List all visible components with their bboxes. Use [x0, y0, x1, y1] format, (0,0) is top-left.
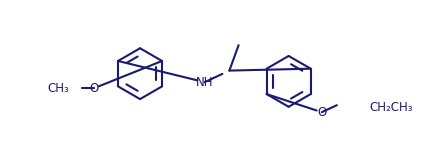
Text: CH₃: CH₃: [47, 82, 69, 95]
Text: O: O: [317, 106, 326, 119]
Text: O: O: [89, 82, 98, 95]
Text: NH: NH: [196, 76, 214, 89]
Text: CH₂CH₃: CH₂CH₃: [370, 101, 413, 114]
